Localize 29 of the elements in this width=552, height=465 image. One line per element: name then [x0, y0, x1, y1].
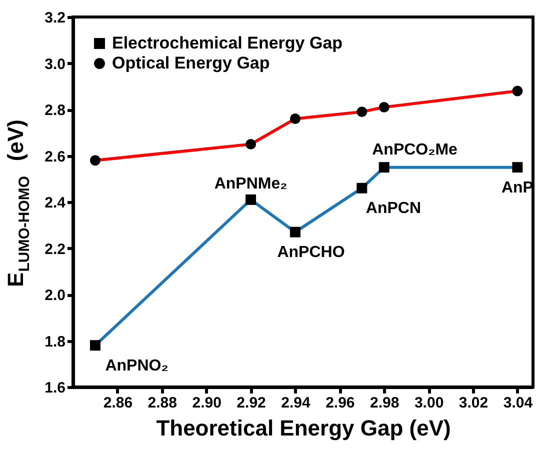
y-tick-label: 2.2 — [44, 240, 66, 258]
x-tick-label: 2.88 — [148, 394, 177, 412]
x-tick-label: 2.86 — [103, 394, 133, 412]
y-tick-label: 2.6 — [44, 148, 66, 166]
x-axis-title: Theoretical Energy Gap (eV) — [156, 416, 451, 440]
annotation: AnP — [501, 179, 534, 196]
legend-label: Optical Energy Gap — [112, 54, 270, 72]
x-tick-label: 2.94 — [281, 394, 311, 412]
annotation: AnPCN — [366, 200, 421, 218]
x-tick-label: 3.02 — [458, 394, 488, 412]
y-tick-label: 1.8 — [44, 333, 66, 350]
x-tick-label: 3.04 — [503, 394, 534, 412]
annotation: AnPNO₂ — [105, 357, 168, 374]
y-tick-label: 2.4 — [44, 194, 66, 212]
annotation: AnPCHO — [277, 244, 345, 262]
annotation: AnPCO₂Me — [372, 141, 458, 158]
y-tick-label: 3.0 — [44, 56, 66, 73]
y-tick-label: 3.2 — [44, 10, 66, 26]
y-tick-label: 2.0 — [44, 287, 66, 304]
y-axis-title: ELUMO-HOMO (eV) — [3, 120, 33, 287]
x-tick-label: 3.00 — [414, 394, 444, 412]
x-tick-label: 2.92 — [236, 394, 266, 412]
annotation: AnPNMe₂ — [214, 176, 288, 193]
x-tick-label: 2.90 — [192, 394, 222, 412]
y-tick-label: 1.6 — [44, 380, 66, 396]
x-tick-label: 2.96 — [326, 394, 355, 412]
legend-label: Electrochemical Energy Gap — [112, 34, 343, 52]
x-tick-label: 2.98 — [370, 394, 400, 412]
y-tick-label: 2.8 — [44, 102, 66, 119]
